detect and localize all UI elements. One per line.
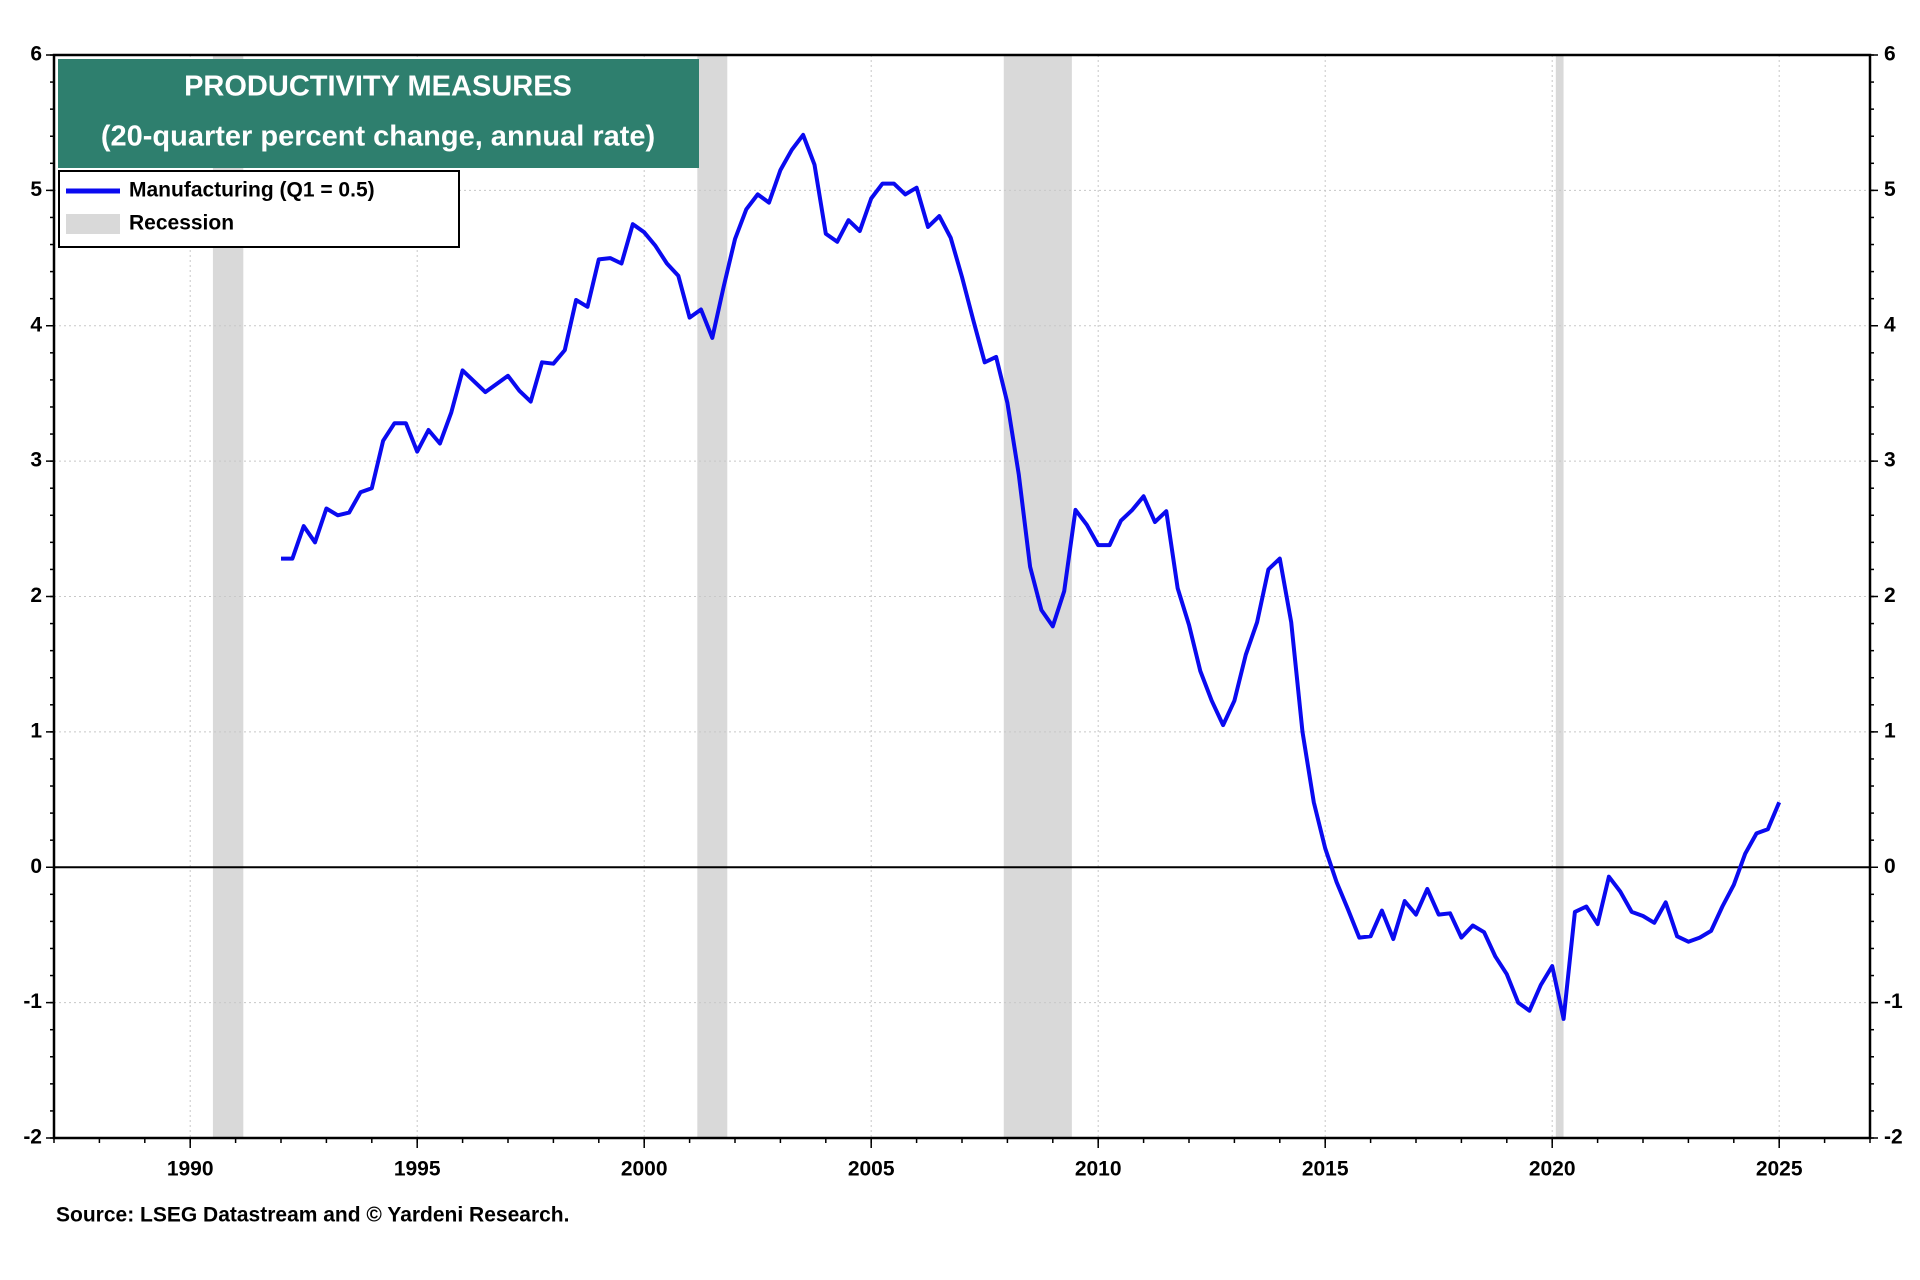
y-tick-label: 2 — [30, 584, 42, 607]
legend-label: Manufacturing (Q1 = 0.5) — [129, 179, 375, 202]
y-tick-label: 0 — [30, 855, 42, 878]
plot-frame — [52, 53, 1872, 1140]
recession-band — [697, 55, 728, 1138]
x-tick-label: 2005 — [848, 1158, 895, 1181]
x-tick-label: 2015 — [1302, 1158, 1349, 1181]
source-note: Source: LSEG Datastream and © Yardeni Re… — [56, 1204, 569, 1227]
y2-tick-label: 6 — [1884, 43, 1896, 66]
x-tick-label: 1990 — [167, 1158, 214, 1181]
y-tick-label: 6 — [30, 43, 42, 66]
y-tick-label: 1 — [30, 719, 42, 742]
chart-title: PRODUCTIVITY MEASURES — [184, 71, 572, 103]
y2-tick-label: 5 — [1884, 178, 1896, 201]
legend-label: Recession — [129, 212, 234, 235]
x-tick-label: 2025 — [1756, 1158, 1803, 1181]
data-line — [281, 132, 1782, 1021]
y2-tick-label: 2 — [1884, 584, 1896, 607]
x-tick-label: 2010 — [1075, 1158, 1122, 1181]
y2-tick-label: 4 — [1884, 313, 1896, 336]
title-box — [58, 59, 699, 168]
chart-subtitle: (20-quarter percent change, annual rate) — [101, 121, 655, 153]
y-tick-label: 4 — [30, 313, 42, 336]
x-tick-label: 2020 — [1529, 1158, 1576, 1181]
x-tick-label: 1995 — [394, 1158, 441, 1181]
legend-box — [58, 170, 460, 248]
y2-tick-label: 0 — [1884, 855, 1896, 878]
legend-swatch — [66, 214, 120, 234]
y-tick-label: -2 — [23, 1126, 42, 1149]
y-tick-label: -1 — [23, 990, 42, 1013]
y2-tick-label: 3 — [1884, 449, 1896, 472]
x-tick-label: 2000 — [621, 1158, 668, 1181]
y2-tick-label: -1 — [1884, 990, 1903, 1013]
y-tick-label: 3 — [30, 449, 42, 472]
y-tick-label: 5 — [30, 178, 42, 201]
y2-tick-label: -2 — [1884, 1126, 1903, 1149]
y2-tick-label: 1 — [1884, 719, 1896, 742]
